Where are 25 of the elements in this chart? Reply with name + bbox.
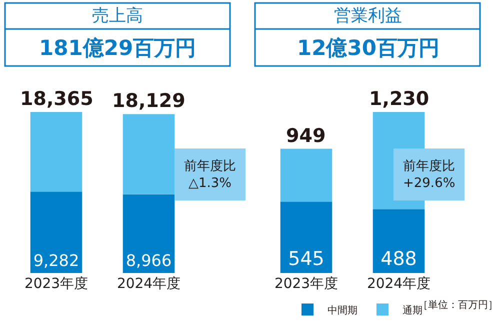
total-label: 18,129 (112, 90, 186, 112)
data-label: 8,966 (126, 250, 172, 270)
bar (30, 112, 82, 192)
bar (30, 192, 82, 273)
chart-title: 売上高 (92, 6, 143, 26)
x-tick-label: 2024年度 (366, 276, 431, 292)
legend-label: 中間期 (328, 304, 358, 316)
bar (280, 202, 332, 273)
data-label: 488 (380, 248, 417, 270)
bar (372, 209, 425, 273)
chart-subtitle: 181億29百万円 (39, 36, 196, 60)
total-label: 1,230 (369, 88, 430, 110)
annotation: 前年度比 △1.3% (184, 158, 236, 191)
x-tick-label: 2023年度 (274, 276, 338, 292)
bar (122, 194, 175, 273)
annotation: 前年度比 +29.6% (403, 158, 456, 191)
x-tick-label: 2023年度 (24, 276, 88, 292)
data-label: 545 (288, 248, 324, 270)
bar (280, 148, 332, 202)
total-label: 18,365 (20, 88, 94, 110)
total-label: 949 (286, 125, 326, 147)
data-label: 9,282 (33, 250, 80, 270)
chart-title: 営業利益 (334, 6, 402, 26)
chart-subtitle: 12億30百万円 (297, 36, 440, 60)
x-tick-label: 2024年度 (116, 276, 181, 292)
